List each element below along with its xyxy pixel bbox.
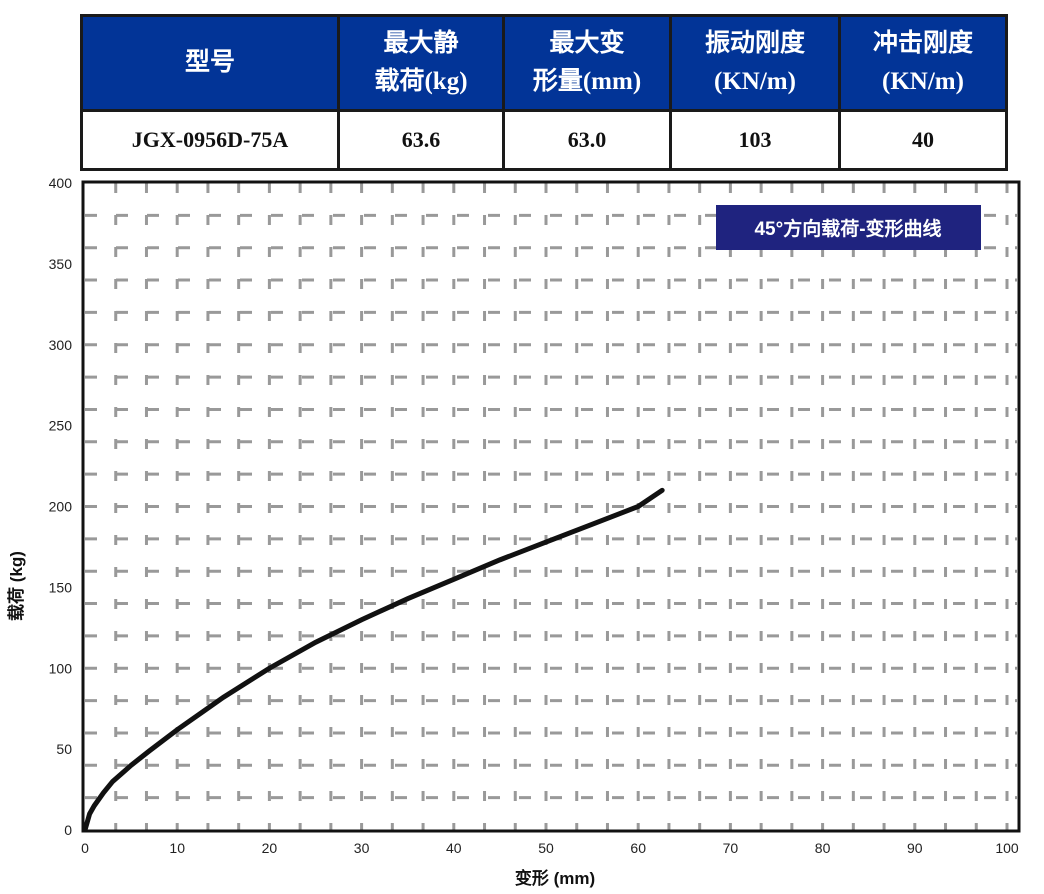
x-tick-label: 60 xyxy=(630,840,646,856)
series-line xyxy=(82,487,665,833)
y-tick-label: 100 xyxy=(49,660,73,676)
cell-max-static-load: 63.6 xyxy=(337,109,505,171)
header-text: 型号 xyxy=(184,49,235,76)
header-impact-stiffness: 冲击刚度 (KN/m) xyxy=(838,14,1008,112)
legend-box xyxy=(716,205,981,250)
header-max-static-load: 最大静载荷(kg) xyxy=(337,14,505,112)
x-ticks: 0 10 20 30 40 50 60 70 80 90 100 xyxy=(81,840,1019,856)
x-tick-label: 70 xyxy=(723,840,739,856)
cell-model: JGX-0956D-75A xyxy=(80,109,340,171)
header-model: 型号 xyxy=(80,14,340,112)
header-text: 形量(mm) xyxy=(532,68,642,95)
y-axis-label: 载荷 (kg) xyxy=(6,551,26,621)
header-text: 最大变 xyxy=(549,30,625,57)
spec-data-row: JGX-0956D-75A 63.6 63.0 103 40 xyxy=(80,109,1008,171)
cell-max-deformation: 63.0 xyxy=(502,109,672,171)
y-tick-label: 0 xyxy=(64,822,72,838)
y-tick-label: 50 xyxy=(56,741,72,757)
cell-vibration-stiffness: 103 xyxy=(669,109,841,171)
x-tick-label: 80 xyxy=(815,840,831,856)
spec-header-row: 型号 最大静载荷(kg) 最大变形量(mm) 振动刚度 (KN/m) 冲击刚度 (K… xyxy=(80,14,1008,112)
grid xyxy=(85,183,1017,830)
header-text: (KN/m) xyxy=(714,68,796,95)
x-tick-label: 40 xyxy=(446,840,462,856)
header-text: 最大静 xyxy=(383,30,459,57)
header-text: 载荷(kg) xyxy=(374,68,468,95)
x-tick-label: 10 xyxy=(169,840,185,856)
x-tick-label: 30 xyxy=(354,840,370,856)
plot-frame xyxy=(81,180,1021,833)
header-text: (KN/m) xyxy=(882,68,964,95)
y-tick-label: 150 xyxy=(49,579,73,595)
y-tick-label: 200 xyxy=(49,499,73,515)
x-tick-label: 100 xyxy=(995,840,1019,856)
legend-label: 45°方向载荷-变形曲线 xyxy=(754,217,941,240)
spec-table: 型号 最大静载荷(kg) 最大变形量(mm) 振动刚度 (KN/m) 冲击刚度 (K… xyxy=(80,14,1008,171)
header-max-deformation: 最大变形量(mm) xyxy=(502,14,672,112)
header-text: 振动刚度 xyxy=(704,30,805,57)
x-tick-label: 50 xyxy=(538,840,554,856)
x-tick-label: 0 xyxy=(81,840,89,856)
y-tick-label: 250 xyxy=(49,418,73,434)
x-tick-label: 20 xyxy=(262,840,278,856)
x-tick-label: 90 xyxy=(907,840,923,856)
header-text: 冲击刚度 xyxy=(872,30,973,57)
y-ticks: 0 50 100 150 200 250 300 350 400 xyxy=(49,175,73,838)
cell-impact-stiffness: 40 xyxy=(838,109,1008,171)
x-axis-label: 变形 (mm) xyxy=(515,868,595,888)
header-vibration-stiffness: 振动刚度 (KN/m) xyxy=(669,14,841,112)
y-tick-label: 350 xyxy=(49,256,73,272)
y-tick-label: 400 xyxy=(49,175,73,191)
y-tick-label: 300 xyxy=(49,337,73,353)
